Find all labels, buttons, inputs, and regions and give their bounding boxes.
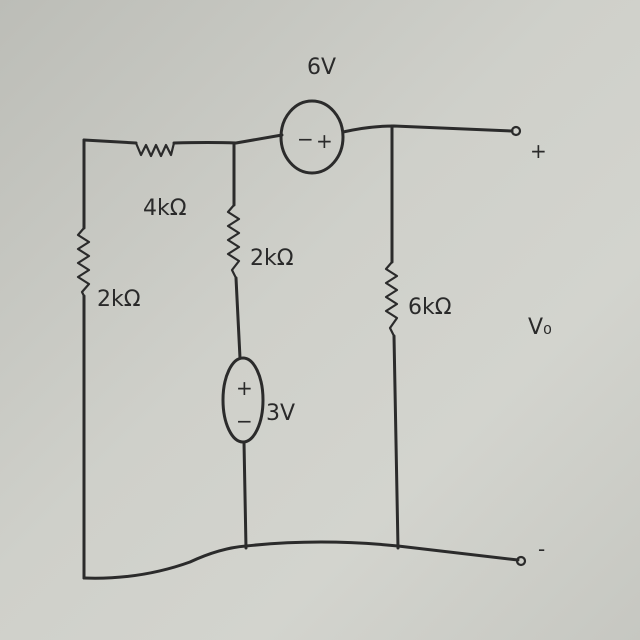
voltage-source-6v [279, 99, 345, 175]
resistor-2k-left [76, 226, 91, 298]
resistor-4k-label: 4kΩ [143, 196, 187, 221]
resistor-2k-middle-label: 2kΩ [250, 246, 294, 271]
source-6v-plus: + [316, 129, 333, 153]
wire-top-middle [172, 133, 284, 145]
resistor-4k [134, 141, 176, 158]
wire-top-right [341, 124, 514, 134]
terminal-negative [515, 555, 527, 567]
resistor-6k [384, 260, 399, 338]
output-voltage-label: V₀ [528, 315, 552, 340]
wire-bottom [82, 540, 520, 580]
source-3v-minus: − [236, 409, 253, 433]
source-3v-plus: + [236, 376, 253, 400]
resistor-2k-left-label: 2kΩ [97, 287, 141, 312]
wire-top-left [82, 138, 138, 145]
terminal-plus-sign: + [530, 139, 547, 163]
resistor-6k-label: 6kΩ [408, 295, 452, 320]
wire-middle-bottom [242, 440, 248, 550]
wire-middle-mid [234, 276, 242, 360]
wire-right-bottom [392, 334, 400, 550]
source-6v-label: 6V [307, 55, 336, 80]
source-6v-minus: − [297, 127, 314, 151]
terminal-minus-sign: - [538, 537, 545, 561]
terminal-positive [510, 125, 522, 137]
resistor-2k-middle [226, 203, 241, 280]
source-3v-label: 3V [266, 401, 295, 426]
